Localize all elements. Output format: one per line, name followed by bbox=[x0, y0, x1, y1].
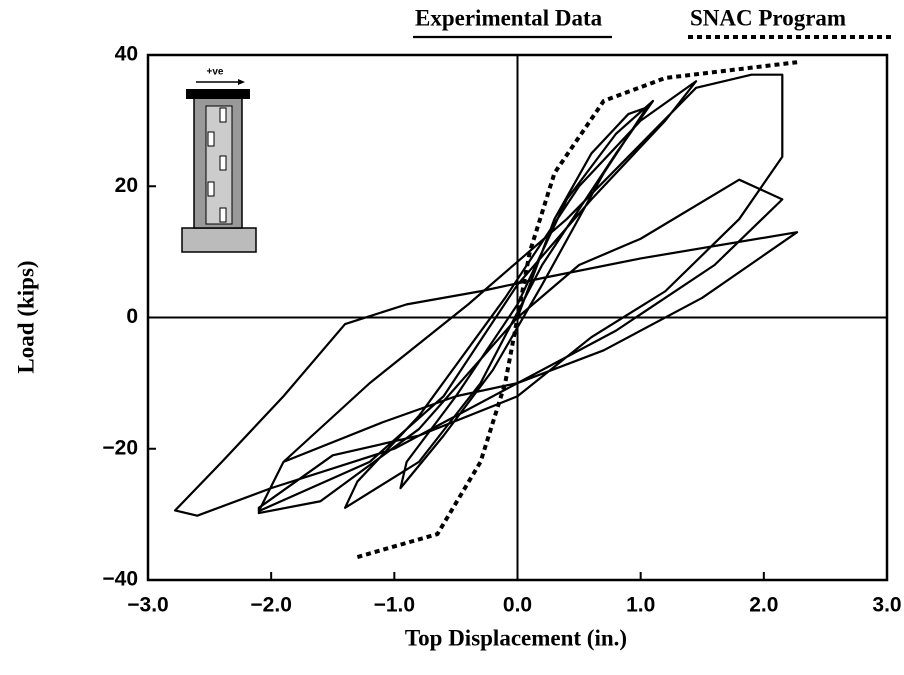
y-tick-label: 40 bbox=[115, 43, 138, 66]
building-icon bbox=[181, 79, 257, 253]
legend-label: SNAC Program bbox=[690, 5, 846, 30]
annotation: +ve bbox=[207, 67, 224, 78]
y-tick-label: 0 bbox=[126, 305, 138, 328]
y-tick-label: −40 bbox=[102, 568, 138, 591]
x-axis-title: Top Displacement (in.) bbox=[405, 625, 627, 650]
series-line bbox=[356, 60, 798, 559]
x-tick-label: 3.0 bbox=[872, 594, 901, 617]
x-tick-label: −2.0 bbox=[250, 594, 291, 617]
y-axis-title: Load (kips) bbox=[13, 260, 38, 373]
x-tick-label: 0.0 bbox=[503, 594, 532, 617]
x-tick-label: −1.0 bbox=[374, 594, 415, 617]
legend-label: Experimental Data bbox=[415, 5, 603, 30]
y-tick-label: −20 bbox=[102, 436, 138, 459]
x-tick-label: 2.0 bbox=[749, 594, 778, 617]
series-line bbox=[173, 73, 799, 517]
y-tick-label: 20 bbox=[115, 174, 138, 197]
x-tick-label: 1.0 bbox=[626, 594, 655, 617]
x-tick-label: −3.0 bbox=[127, 594, 168, 617]
